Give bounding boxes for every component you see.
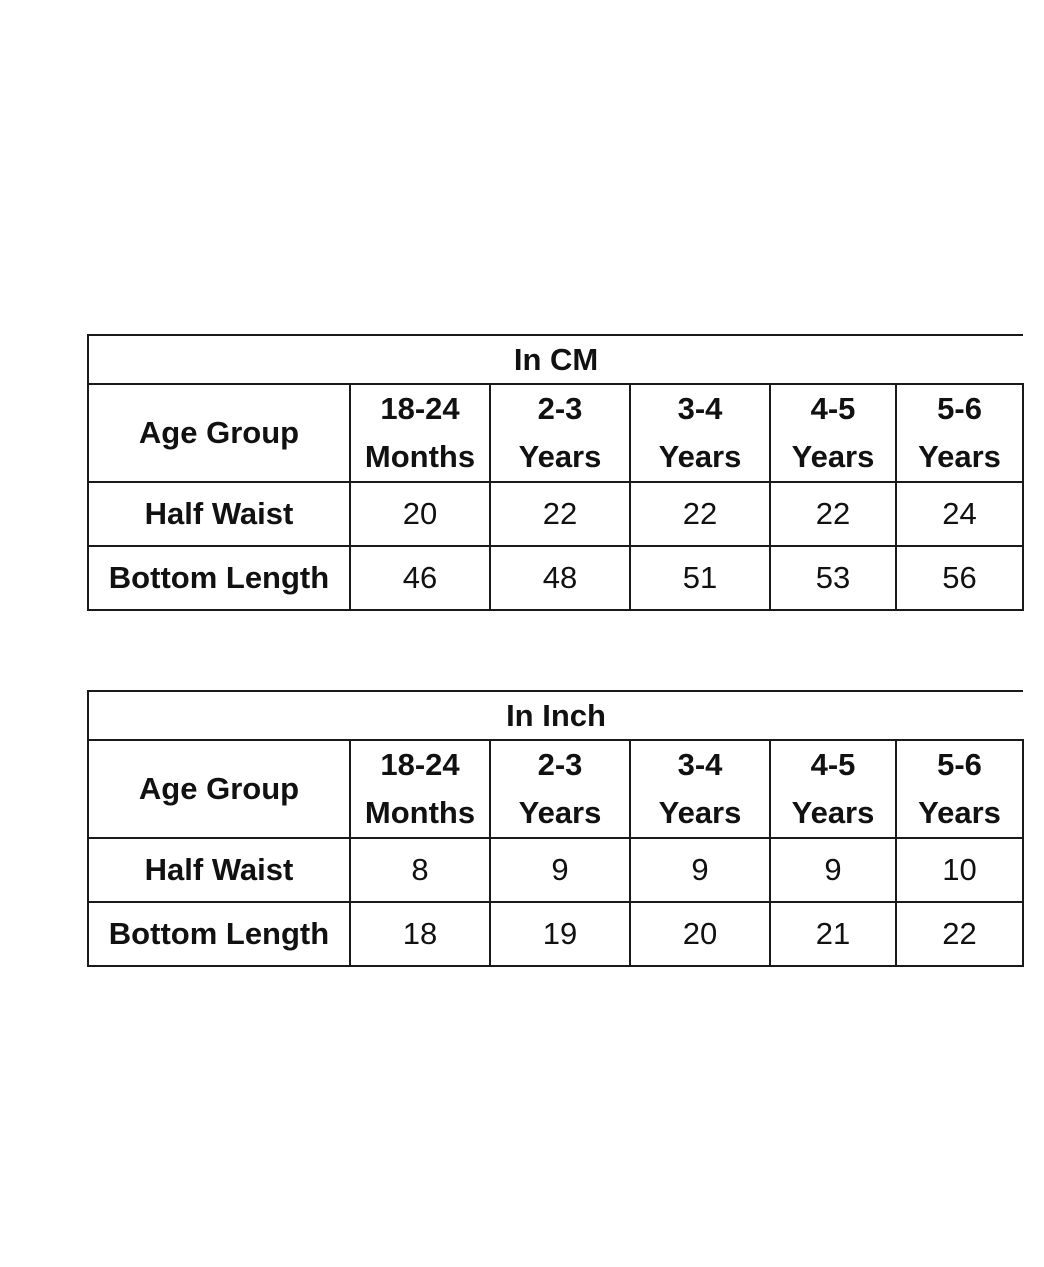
- column-header: 4-5 Years: [769, 383, 897, 483]
- table-cell: 24: [894, 481, 1025, 547]
- column-header-line1: 3-4: [677, 391, 723, 426]
- row-label: Bottom Length: [87, 545, 351, 611]
- column-header-line1: 2-3: [537, 391, 583, 426]
- table-cell: 53: [769, 545, 897, 611]
- table-cell: 8: [349, 837, 491, 903]
- table-cell: 21: [769, 901, 897, 967]
- column-header-line1: 4-5: [810, 391, 856, 426]
- table-row: Bottom Length 18 19 20 21 22: [87, 901, 1025, 967]
- row-label: Half Waist: [87, 481, 351, 547]
- table-cell: 18: [349, 901, 491, 967]
- column-header: 5-6 Years: [894, 739, 1025, 839]
- table-cell: 22: [489, 481, 631, 547]
- column-header: 18-24 Months: [349, 739, 491, 839]
- column-header-line1: 4-5: [810, 747, 856, 782]
- column-header-line2: Years: [918, 795, 1001, 830]
- table-header-row: Age Group 18-24 Months 2-3 Years 3-4 Yea…: [87, 739, 1025, 839]
- table-cell: 9: [769, 837, 897, 903]
- table-header-row: Age Group 18-24 Months 2-3 Years 3-4 Yea…: [87, 383, 1025, 483]
- table-cell: 9: [489, 837, 631, 903]
- table-cell: 19: [489, 901, 631, 967]
- table-cell: 10: [894, 837, 1025, 903]
- table-title-row: In CM: [86, 334, 1024, 385]
- age-group-header: Age Group: [87, 739, 351, 839]
- column-header-line1: 5-6: [937, 747, 982, 782]
- column-header-line2: Years: [518, 439, 602, 474]
- row-label: Half Waist: [87, 837, 351, 903]
- row-label: Bottom Length: [87, 901, 351, 967]
- column-header-line2: Months: [364, 795, 476, 830]
- column-header-line2: Years: [791, 439, 875, 474]
- table-cell: 9: [629, 837, 771, 903]
- column-header: 2-3 Years: [489, 739, 631, 839]
- size-chart-table-cm: In CM Age Group 18-24 Months 2-3 Years 3…: [86, 334, 1025, 611]
- column-header-line1: 2-3: [537, 747, 583, 782]
- column-header-line1: 5-6: [937, 391, 982, 426]
- table-title: In CM: [86, 334, 1024, 385]
- size-chart-table-inch: In Inch Age Group 18-24 Months 2-3 Years…: [86, 690, 1025, 967]
- table-cell: 20: [349, 481, 491, 547]
- table-cell: 56: [894, 545, 1025, 611]
- table-cell: 22: [629, 481, 771, 547]
- table-cell: 22: [769, 481, 897, 547]
- column-header: 2-3 Years: [489, 383, 631, 483]
- column-header-line1: 18-24: [380, 391, 460, 426]
- table-cell: 46: [349, 545, 491, 611]
- column-header: 18-24 Months: [349, 383, 491, 483]
- column-header-line2: Years: [658, 795, 742, 830]
- table-row: Half Waist 20 22 22 22 24: [87, 481, 1025, 547]
- table-cell: 51: [629, 545, 771, 611]
- table-cell: 22: [894, 901, 1025, 967]
- column-header: 3-4 Years: [629, 383, 771, 483]
- column-header-line2: Years: [518, 795, 602, 830]
- table-title: In Inch: [86, 690, 1024, 741]
- column-header-line2: Years: [791, 795, 875, 830]
- table-title-row: In Inch: [86, 690, 1024, 741]
- table-row: Bottom Length 46 48 51 53 56: [87, 545, 1025, 611]
- age-group-header: Age Group: [87, 383, 351, 483]
- column-header: 3-4 Years: [629, 739, 771, 839]
- column-header-line1: 18-24: [380, 747, 460, 782]
- column-header: 4-5 Years: [769, 739, 897, 839]
- column-header-line1: 3-4: [677, 747, 723, 782]
- table-row: Half Waist 8 9 9 9 10: [87, 837, 1025, 903]
- table-cell: 20: [629, 901, 771, 967]
- column-header: 5-6 Years: [894, 383, 1025, 483]
- table-cell: 48: [489, 545, 631, 611]
- column-header-line2: Years: [918, 439, 1001, 474]
- column-header-line2: Months: [364, 439, 476, 474]
- column-header-line2: Years: [658, 439, 742, 474]
